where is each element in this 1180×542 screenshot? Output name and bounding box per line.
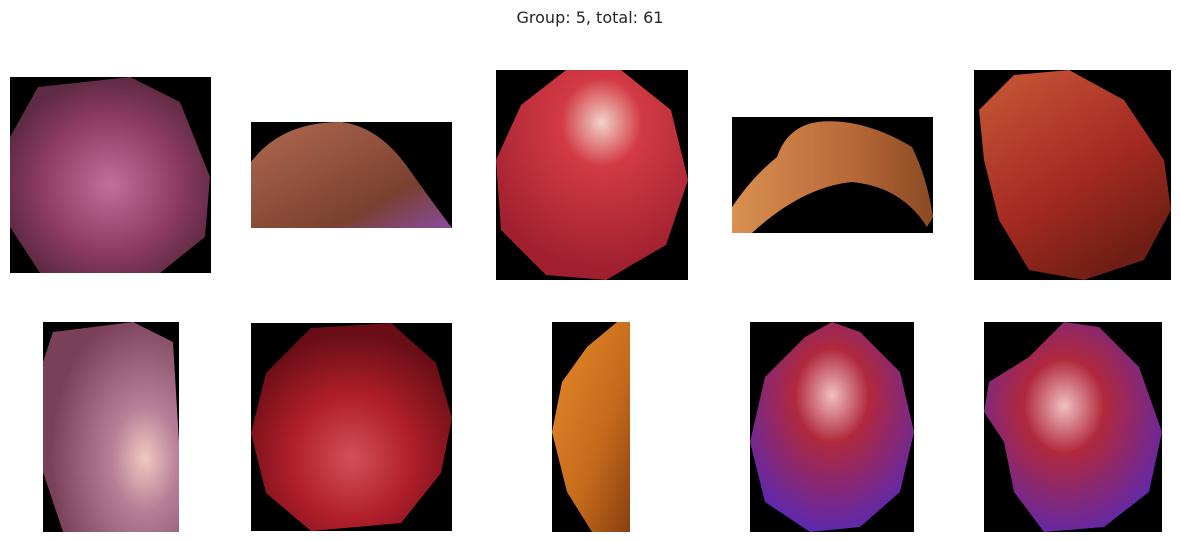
image-tile-9 <box>750 322 914 532</box>
image-tile-5 <box>974 70 1171 280</box>
image-tile-3 <box>496 70 688 280</box>
image-tile-4 <box>732 117 933 233</box>
image-tile-10 <box>984 322 1162 532</box>
image-tile-6 <box>43 322 179 532</box>
image-tile-7 <box>251 323 452 531</box>
image-tile-2 <box>251 122 452 228</box>
image-tile-8 <box>552 322 630 532</box>
figure-title: Group: 5, total: 61 <box>516 8 664 27</box>
image-tile-1 <box>10 77 211 273</box>
